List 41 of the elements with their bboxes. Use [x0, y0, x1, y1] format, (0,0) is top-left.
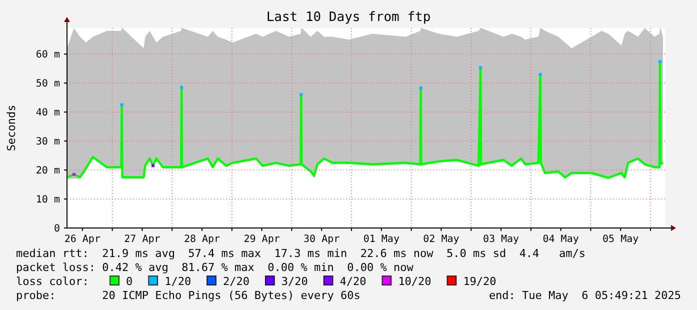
- point: [538, 72, 542, 76]
- x-tick-label: 02 May: [423, 234, 460, 245]
- y-tick-label: 60 m: [36, 50, 60, 61]
- point: [419, 86, 422, 90]
- x-tick-label: 30 Apr: [304, 234, 340, 245]
- legend-label: 10/20: [398, 275, 432, 288]
- y-axis-title: Seconds: [5, 104, 18, 152]
- legend-title: loss color:: [16, 275, 89, 288]
- point: [152, 164, 155, 168]
- y-tick-label: 50 m: [36, 78, 60, 90]
- x-tick-label: 26 Apr: [64, 234, 100, 245]
- x-tick-label: 28 Apr: [184, 234, 220, 245]
- legend-label: 1/20: [164, 275, 192, 288]
- x-tick-label: 01 May: [363, 234, 400, 245]
- x-tick-label: 05 May: [602, 234, 639, 245]
- y-tick-label: 10 m: [36, 194, 60, 206]
- line-series: [66, 60, 664, 179]
- text: end: Tue May 6 05:49:21 2025: [488, 289, 681, 302]
- legend-label: 0: [126, 275, 133, 288]
- y-tick-label: 0: [54, 224, 60, 234]
- point: [72, 172, 76, 176]
- x-tick-label: 29 Apr: [244, 234, 280, 245]
- y-tick-label: 20 m: [36, 166, 60, 177]
- point: [658, 60, 662, 64]
- x-tick-label: 04 May: [542, 234, 579, 245]
- chart-title: Last 10 Days from ftp: [266, 10, 431, 25]
- point: [120, 103, 124, 106]
- text: median rtt: 21.9 ms avg 57.4 ms max 17.3 ms min 22.6 ms now 5.0 ms sd 4.4 am/s: [16, 247, 586, 260]
- legend-label: 2/20: [223, 275, 250, 288]
- x-tick-label: 03 May: [482, 234, 520, 245]
- text: packet loss: 0.42 % avg 81.67 % max 0.00 % min 0.00 % now: [16, 261, 414, 274]
- legend-label: 19/20: [463, 275, 496, 288]
- x-tick-label: 27 Apr: [124, 234, 160, 245]
- y-tick-label: 30 m: [36, 136, 60, 148]
- point: [180, 86, 184, 89]
- legend-label: 4/20: [340, 275, 366, 288]
- point: [300, 93, 303, 96]
- point: [479, 66, 482, 70]
- legend-label: 3/20: [281, 275, 308, 288]
- text: probe: 20 ICMP Echo Pings (56 Bytes) every 60s: [16, 289, 360, 302]
- y-tick-label: 40 m: [36, 108, 60, 119]
